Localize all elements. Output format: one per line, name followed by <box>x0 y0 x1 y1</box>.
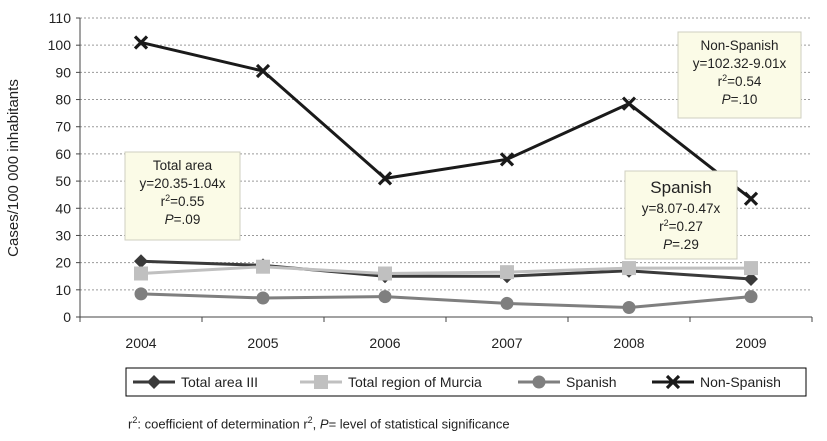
y-tick-label: 40 <box>55 200 71 216</box>
y-tick-label: 10 <box>55 282 71 298</box>
footnote-text-1: : coefficient of determination r <box>137 416 308 432</box>
data-point <box>134 266 148 281</box>
data-point <box>255 63 271 79</box>
marker-x-stroke <box>255 63 271 79</box>
annotation-box <box>624 170 738 260</box>
legend-label: Total region of Murcia <box>348 374 482 390</box>
legend-item-total-region-of-murcia: Total region of Murcia <box>300 374 482 390</box>
series-line <box>140 292 752 309</box>
marker-x-stroke <box>499 152 515 167</box>
y-tick-label: 70 <box>55 119 71 135</box>
data-point <box>377 171 393 186</box>
data-point <box>133 35 149 50</box>
data-point <box>134 254 148 269</box>
data-point <box>744 261 758 276</box>
x-tick-label: 2004 <box>125 335 156 351</box>
y-tick-label: 20 <box>55 255 71 271</box>
y-tick-label: 30 <box>55 227 71 243</box>
data-point <box>621 96 637 111</box>
data-point <box>134 287 148 301</box>
x-tick-label: 2005 <box>247 335 278 351</box>
y-tick-label: 110 <box>49 10 72 26</box>
data-point <box>500 296 514 310</box>
legend-marker <box>665 374 681 390</box>
x-tick-label: 2008 <box>613 335 644 351</box>
series-line <box>140 41 752 200</box>
legend: Total area III Total region of Murcia Span… <box>125 367 807 397</box>
footnote: r2: coefficient of determination r2, P= … <box>128 415 510 431</box>
annotation-line: Non-Spanish <box>700 38 778 53</box>
series-non-spanish <box>133 35 759 206</box>
footnote-sup-2: 2 <box>307 415 313 425</box>
data-point <box>744 290 758 304</box>
annotation-spanish: Spanish y=8.07-0.47x r2=0.27 P=.29 <box>624 170 738 260</box>
footnote-text-3: = level of statistical significance <box>328 416 510 432</box>
series-group <box>133 35 759 314</box>
legend-label: Spanish <box>566 374 617 390</box>
annotation-line: P=.29 <box>663 237 699 252</box>
y-tick-label: 60 <box>55 146 71 162</box>
annotation-line: Spanish <box>650 178 711 197</box>
marker-x-stroke <box>665 374 681 390</box>
y-tick-label: 80 <box>55 92 71 108</box>
y-tick-label: 0 <box>63 309 71 325</box>
axes <box>76 17 813 322</box>
data-point <box>378 266 392 281</box>
data-point <box>622 300 636 314</box>
footnote-r: r <box>128 416 133 432</box>
annotation-line: y=20.35-1.04x <box>140 176 226 191</box>
series-line <box>140 259 752 281</box>
y-tick-labels: 0 10 20 30 40 50 60 70 80 90 100 110 <box>48 10 72 325</box>
footnote-text-2: , <box>312 416 320 432</box>
y-axis-label: Cases/100 000 inhabitants <box>5 79 22 257</box>
marker-x-stroke <box>621 96 637 111</box>
series-spanish <box>134 287 758 314</box>
footnote-sup-1: 2 <box>132 415 138 425</box>
annotation-line: P=.10 <box>722 92 758 107</box>
marker-x-stroke <box>377 171 393 186</box>
x-tick-labels: 2004 2005 2006 2007 2008 2009 <box>125 335 766 351</box>
marker-x-stroke <box>743 191 759 206</box>
annotation-box <box>677 31 802 119</box>
marker-x-stroke <box>133 35 149 50</box>
x-tick-label: 2009 <box>735 335 766 351</box>
annotation-line: r2=0.54 <box>718 73 762 89</box>
series-line <box>140 265 751 276</box>
y-tick-label: 100 <box>48 37 72 53</box>
data-point <box>743 191 759 206</box>
data-point <box>744 271 758 286</box>
annotation-nonspanish: Non-Spanish y=102.32-9.01x r2=0.54 P=.10 <box>677 31 802 119</box>
data-point <box>256 259 270 274</box>
annotation-line: y=102.32-9.01x <box>693 56 787 71</box>
annotation-line: P=.09 <box>165 212 201 227</box>
data-point <box>622 261 636 276</box>
y-tick-label: 50 <box>55 173 71 189</box>
series-total-region-of-murcia <box>134 259 758 281</box>
annotation-box <box>124 151 241 241</box>
legend-marker <box>147 375 161 389</box>
legend-label: Total area III <box>181 374 258 390</box>
legend-marker <box>532 375 546 389</box>
legend-item-spanish: Spanish <box>518 374 617 390</box>
y-tick-label: 90 <box>55 64 71 80</box>
legend-label: Non-Spanish <box>700 374 781 390</box>
data-point <box>256 291 270 305</box>
regression-annotations: Total area y=20.35-1.04x r2=0.55 P=.09 Spani… <box>124 31 802 260</box>
annotation-line: y=8.07-0.47x <box>642 201 721 216</box>
annotation-line: r2=0.55 <box>161 193 205 209</box>
data-point <box>499 152 515 167</box>
legend-item-non-spanish: Non-Spanish <box>652 374 781 390</box>
x-tick-label: 2006 <box>369 335 400 351</box>
x-tick-label: 2007 <box>491 335 522 351</box>
footnote-p: P <box>319 416 329 432</box>
legend-item-total-area-iii: Total area III <box>133 374 258 390</box>
data-point <box>500 265 514 280</box>
annotation-line: Total area <box>153 158 213 173</box>
annotation-total: Total area y=20.35-1.04x r2=0.55 P=.09 <box>124 151 241 241</box>
annotation-line: r2=0.27 <box>659 218 703 234</box>
data-point <box>378 290 392 304</box>
legend-marker <box>314 375 328 389</box>
